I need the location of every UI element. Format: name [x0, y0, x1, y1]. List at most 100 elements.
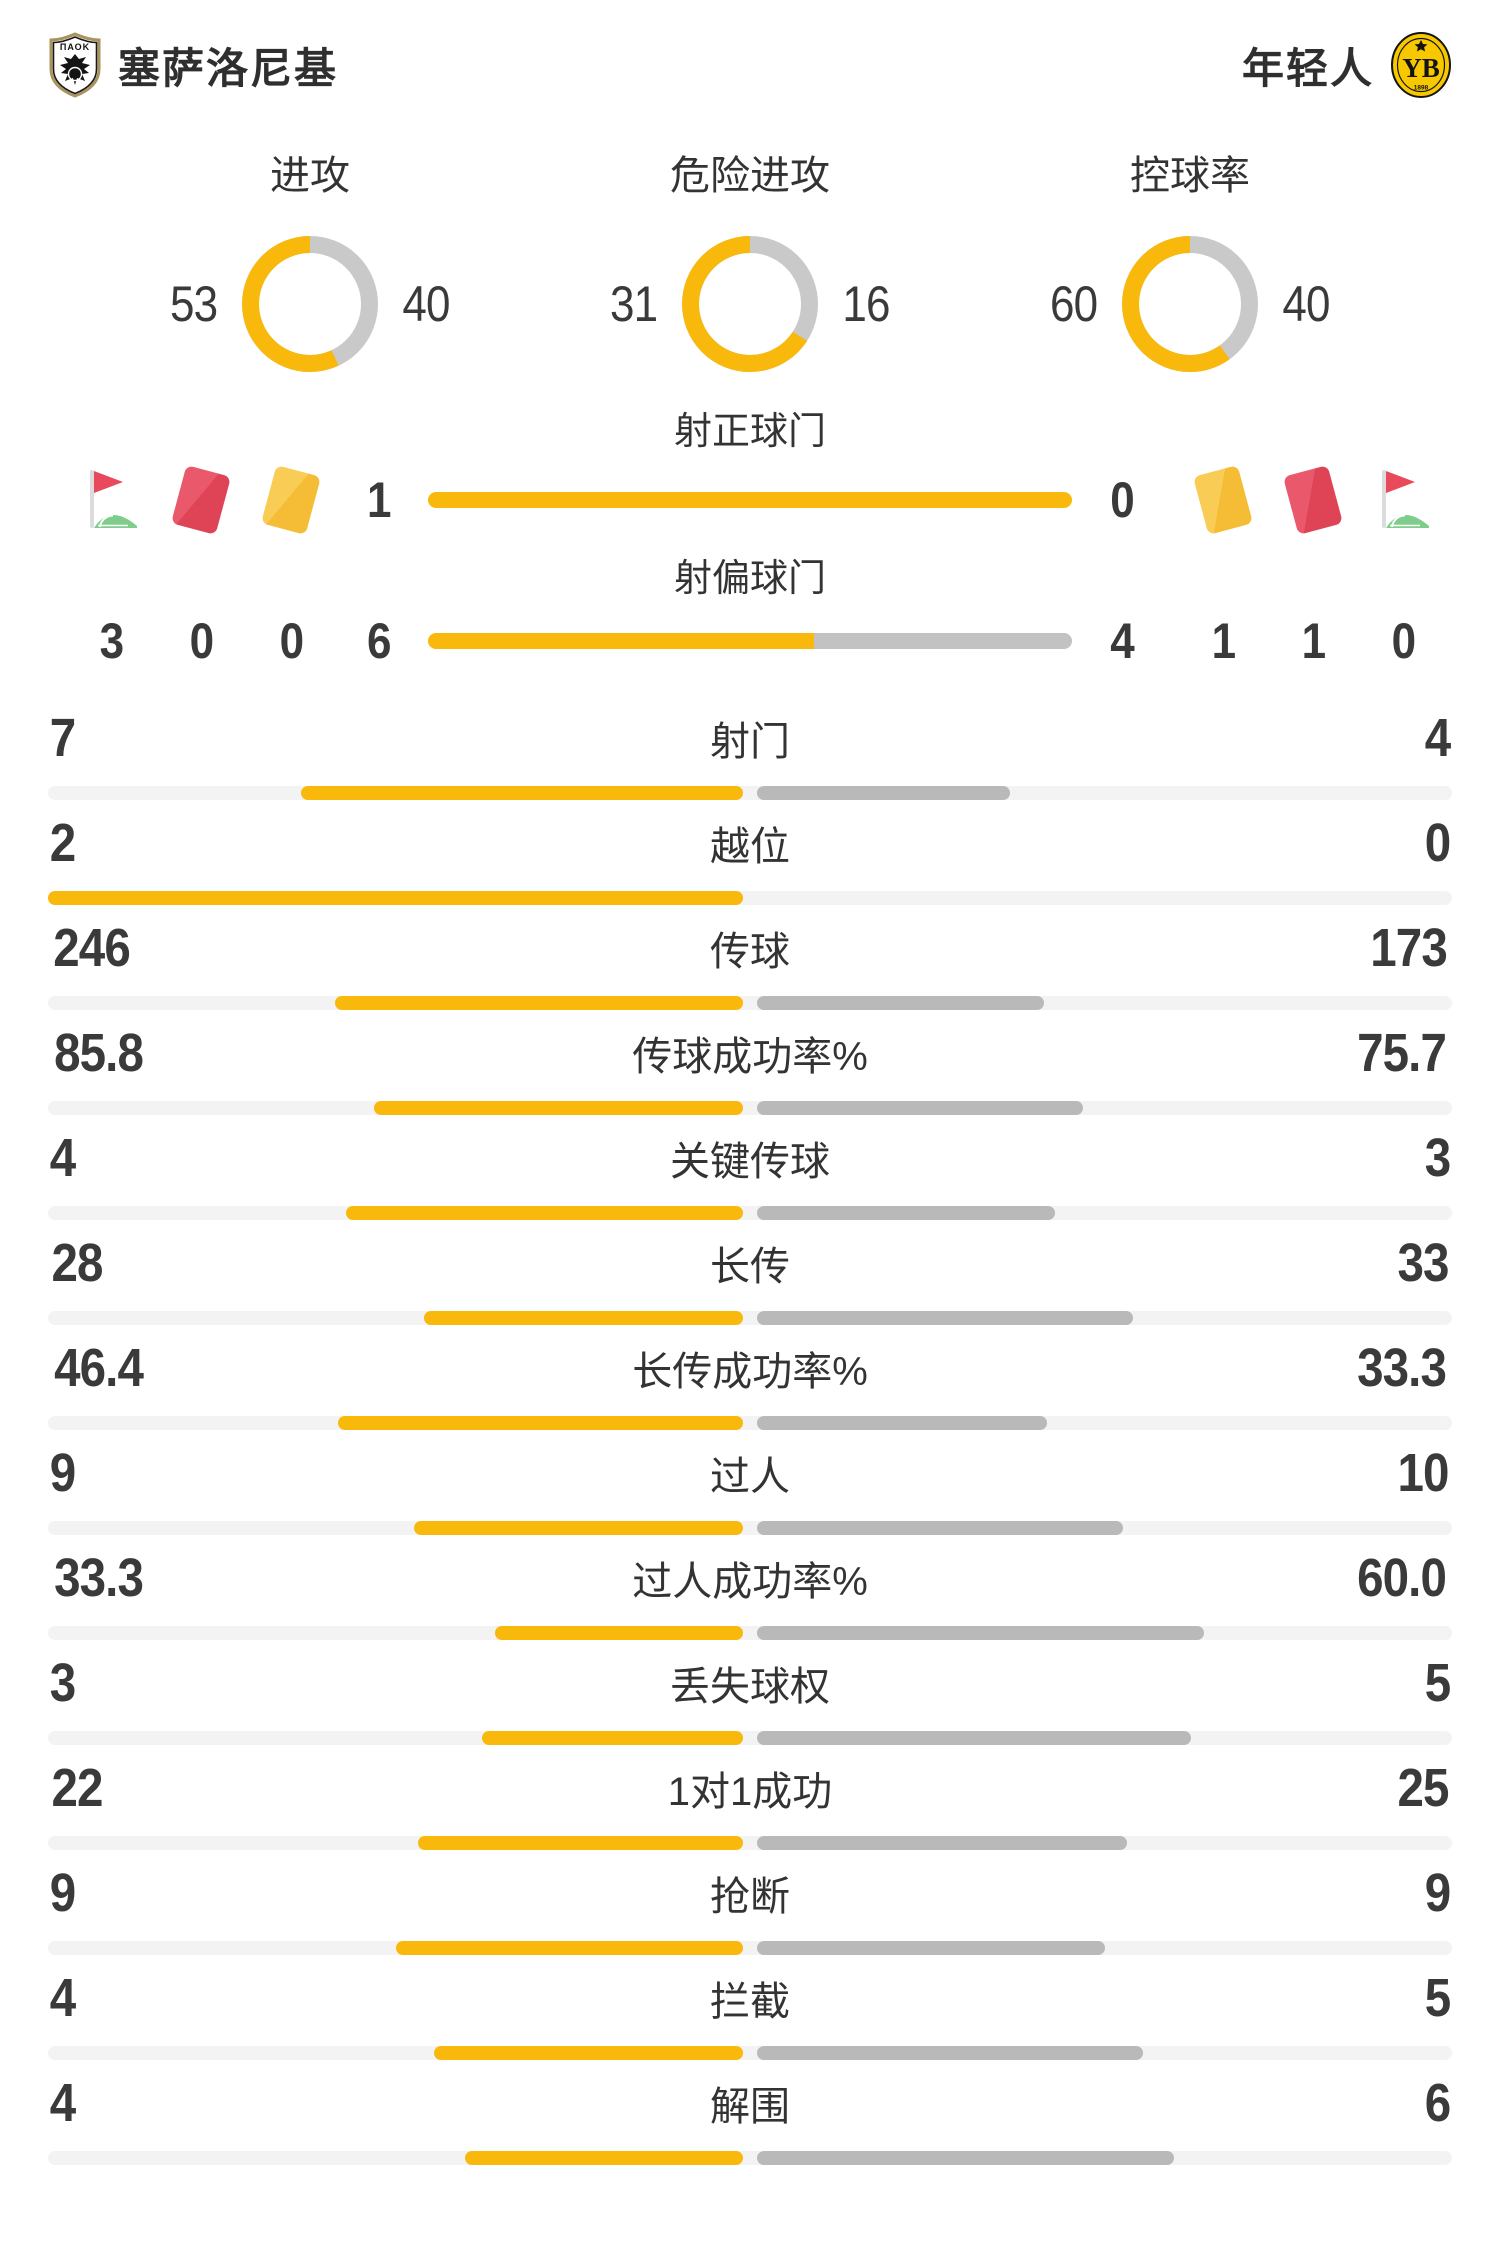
stat-away-value: 173 [1370, 918, 1448, 978]
stat-bar-track [48, 1101, 1452, 1115]
donut-ring [242, 236, 378, 372]
yellow-card-icon [256, 465, 326, 535]
stat-away-value: 25 [1397, 1758, 1449, 1818]
corner-flag-icon [76, 468, 146, 532]
stat-label: 传球成功率% [632, 1035, 868, 1079]
young-boys-crest-icon: YB 1898 [1391, 32, 1451, 98]
donut-title: 进攻 [270, 154, 350, 198]
stat-label: 关键传球 [670, 1140, 830, 1184]
stat-label: 过人 [710, 1455, 790, 1499]
stat-label: 长传成功率% [632, 1350, 868, 1394]
stat-line: 4 拦截 5 [48, 1962, 1452, 2034]
stat-bar-away-segment [757, 1731, 1192, 1745]
away-team[interactable]: 年轻人 YB 1898 [1242, 31, 1452, 99]
stat-away-value: 75.7 [1356, 1023, 1447, 1083]
shots-off-target-home-segment [428, 633, 815, 649]
donut-title: 危险进攻 [670, 154, 830, 198]
stat-bar-track [48, 1206, 1452, 1220]
stat-away-value: 3 [1424, 1128, 1451, 1188]
donut-ring [682, 236, 818, 372]
stat-line: 22 1对1成功 25 [48, 1752, 1452, 1824]
stat-away-value: 5 [1424, 1653, 1451, 1713]
stat-away-value: 4 [1424, 708, 1451, 768]
stat-bar-track [48, 2151, 1452, 2165]
stat-home-value: 46.4 [54, 1338, 144, 1398]
stat-line: 9 抢断 9 [48, 1857, 1452, 1929]
donut-away-value: 40 [402, 276, 450, 332]
stat-row: 33.3 过人成功率% 60.0 [48, 1542, 1452, 1640]
shots-on-target-label: 射正球门 [673, 410, 826, 453]
yellow-card-icon [1188, 465, 1258, 535]
stat-bar-away-segment [757, 1521, 1123, 1535]
stat-bar-away-segment [757, 1311, 1133, 1325]
donut-chart-block: 进攻 53 40 [90, 152, 530, 372]
stat-label: 传球 [710, 930, 790, 974]
shots-off-target-bar-row: 6 4 [348, 612, 1152, 670]
donut-away-value: 16 [842, 276, 890, 332]
stat-home-value: 4 [49, 1128, 76, 1188]
stat-line: 46.4 长传成功率% 33.3 [48, 1332, 1452, 1404]
home-yellow-cards-count: 0 [279, 613, 303, 669]
shots-on-target-home-value: 1 [366, 472, 391, 528]
stat-row: 46.4 长传成功率% 33.3 [48, 1332, 1452, 1430]
stat-row: 28 长传 33 [48, 1227, 1452, 1325]
stat-bar-home-segment [48, 891, 743, 905]
stat-row: 9 抢断 9 [48, 1857, 1452, 1955]
shots-on-target-bar [428, 492, 1072, 508]
stat-bar-track [48, 1311, 1452, 1325]
svg-text:1898: 1898 [1414, 85, 1429, 92]
stat-row: 2 越位 0 [48, 807, 1452, 905]
stat-bar-away-segment [757, 1101, 1083, 1115]
stat-label: 射门 [710, 720, 790, 764]
stat-home-value: 28 [51, 1233, 103, 1293]
stat-bar-home-segment [300, 786, 743, 800]
donut-row: 60 40 [1016, 236, 1364, 372]
stat-bar-away-segment [757, 1206, 1055, 1220]
shots-on-target-away-value: 0 [1109, 472, 1134, 528]
stat-home-value: 4 [49, 1968, 76, 2028]
stat-bar-away-segment [757, 1416, 1048, 1430]
stat-bar-track [48, 996, 1452, 1010]
stat-bar-away-segment [757, 2151, 1174, 2165]
shots-on-target-bar-row: 1 0 [348, 471, 1152, 529]
home-team[interactable]: ΠΑΟΚ 塞萨洛尼基 [48, 32, 338, 98]
stat-line: 28 长传 33 [48, 1227, 1452, 1299]
stat-bar-home-segment [417, 1836, 743, 1850]
home-discipline-icons [76, 465, 326, 535]
stat-bar-home-segment [424, 1311, 743, 1325]
stat-row: 7 射门 4 [48, 702, 1452, 800]
donut-title: 控球率 [1130, 154, 1250, 198]
stat-row: 4 拦截 5 [48, 1962, 1452, 2060]
donut-home-value: 31 [610, 276, 658, 332]
donut-home-value: 60 [1050, 276, 1098, 332]
stat-line: 4 关键传球 3 [48, 1122, 1452, 1194]
stat-home-value: 85.8 [54, 1023, 144, 1083]
stat-line: 2 越位 0 [48, 807, 1452, 879]
donut-row: 31 16 [576, 236, 924, 372]
stat-label: 过人成功率% [632, 1560, 868, 1604]
donut-home-value: 53 [170, 276, 218, 332]
stat-bar-track [48, 1836, 1452, 1850]
stat-home-value: 4 [49, 2073, 76, 2133]
donut-chart-block: 危险进攻 31 16 [530, 152, 970, 372]
stat-away-value: 9 [1424, 1863, 1451, 1923]
home-corners-count: 3 [99, 613, 123, 669]
donut-charts-section: 进攻 53 40 危险进攻 31 [48, 152, 1452, 372]
stat-label: 抢断 [710, 1875, 790, 1919]
stat-bar-track [48, 1626, 1452, 1640]
stat-label: 丢失球权 [670, 1665, 830, 1709]
stat-away-value: 5 [1424, 1968, 1451, 2028]
stat-home-value: 33.3 [54, 1548, 144, 1608]
stat-home-value: 246 [53, 918, 131, 978]
stat-bar-track [48, 891, 1452, 905]
stat-away-value: 0 [1424, 813, 1451, 873]
home-red-cards-count: 0 [189, 613, 213, 669]
stat-bar-home-segment [434, 2046, 743, 2060]
red-card-icon [1278, 465, 1348, 535]
shots-off-target-bar [428, 633, 1072, 649]
stat-bar-away-segment [757, 996, 1044, 1010]
stat-away-value: 10 [1397, 1443, 1449, 1503]
stat-home-value: 9 [49, 1863, 76, 1923]
home-team-name: 塞萨洛尼基 [118, 44, 339, 92]
stat-row: 4 解围 6 [48, 2067, 1452, 2165]
